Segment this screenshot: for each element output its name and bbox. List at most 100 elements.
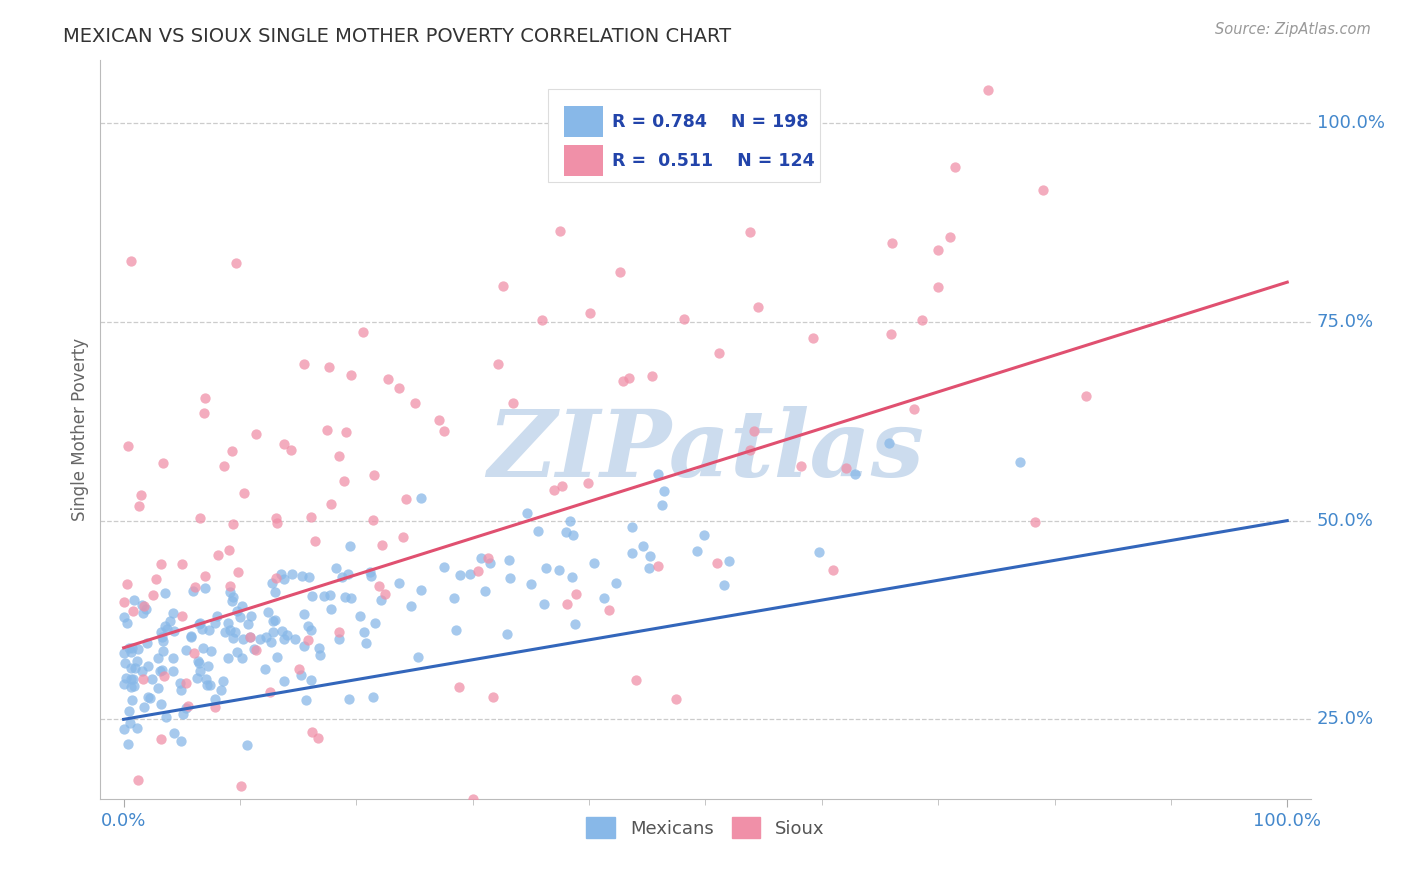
Point [717, 554, 740, 568]
Point [882, 235, 904, 250]
Point [609, 265, 631, 279]
Point [152, 644, 174, 658]
FancyBboxPatch shape [564, 145, 603, 177]
Point [292, 639, 315, 653]
Point [977, 83, 1000, 97]
Text: 25.0%: 25.0% [1316, 710, 1374, 729]
Point [152, 456, 174, 470]
Point [295, 693, 318, 707]
Point [138, 690, 160, 705]
Point [217, 616, 239, 631]
Point [127, 642, 149, 657]
Point [621, 546, 644, 560]
Point [217, 651, 239, 665]
Point [315, 423, 337, 437]
Point [1032, 183, 1054, 197]
Point [120, 716, 142, 731]
Point [477, 551, 499, 566]
Point [821, 563, 844, 577]
Point [1074, 389, 1097, 403]
Point [115, 671, 138, 685]
Text: ZIPatlas: ZIPatlas [486, 407, 924, 496]
Point [299, 673, 322, 687]
Point [141, 672, 163, 686]
Point [226, 565, 249, 579]
Point [363, 467, 385, 482]
Point [548, 224, 571, 238]
Point [229, 610, 252, 624]
Point [193, 406, 215, 420]
Point [224, 625, 246, 640]
Point [207, 548, 229, 562]
Point [242, 641, 264, 656]
Point [117, 737, 139, 751]
Point [155, 585, 177, 599]
Point [903, 402, 925, 417]
Point [485, 871, 508, 886]
Point [789, 459, 811, 474]
Point [335, 425, 357, 439]
Point [742, 424, 765, 438]
Point [129, 488, 152, 502]
Point [187, 654, 209, 668]
Point [188, 656, 211, 670]
Point [651, 498, 673, 512]
Point [184, 581, 207, 595]
Point [125, 654, 148, 668]
Point [153, 619, 176, 633]
Point [174, 700, 197, 714]
Point [152, 634, 174, 648]
Point [429, 413, 451, 427]
Point [183, 646, 205, 660]
Point [150, 557, 173, 571]
Point [945, 160, 967, 174]
Point [121, 604, 143, 618]
Point [112, 677, 135, 691]
Text: Source: ZipAtlas.com: Source: ZipAtlas.com [1215, 22, 1371, 37]
Point [200, 643, 222, 657]
Point [498, 571, 520, 585]
Point [624, 673, 647, 687]
Point [205, 609, 228, 624]
Point [638, 549, 661, 563]
Point [394, 491, 416, 506]
Point [319, 602, 342, 616]
Point [647, 467, 669, 482]
Point [188, 511, 211, 525]
Point [392, 531, 415, 545]
Point [162, 606, 184, 620]
Point [132, 606, 155, 620]
Point [449, 567, 471, 582]
Y-axis label: Single Mother Poverty: Single Mother Poverty [72, 338, 89, 521]
Point [592, 591, 614, 606]
Point [354, 636, 377, 650]
Point [188, 664, 211, 678]
Point [170, 682, 193, 697]
Point [120, 680, 142, 694]
Point [339, 591, 361, 605]
Point [219, 584, 242, 599]
Point [222, 517, 245, 532]
Point [214, 458, 236, 473]
Point [631, 540, 654, 554]
Point [121, 673, 143, 687]
Point [194, 672, 217, 686]
Point [328, 449, 350, 463]
Point [239, 630, 262, 644]
Point [117, 439, 139, 453]
Point [612, 374, 634, 388]
Point [232, 486, 254, 500]
Point [112, 646, 135, 660]
Point [162, 664, 184, 678]
Point [449, 680, 471, 694]
Point [461, 791, 484, 805]
Point [127, 772, 149, 787]
Point [262, 624, 284, 639]
Point [361, 690, 384, 705]
Point [131, 673, 153, 687]
Point [170, 557, 193, 571]
Point [264, 511, 287, 525]
Point [263, 584, 285, 599]
Point [131, 665, 153, 679]
Point [180, 629, 202, 643]
